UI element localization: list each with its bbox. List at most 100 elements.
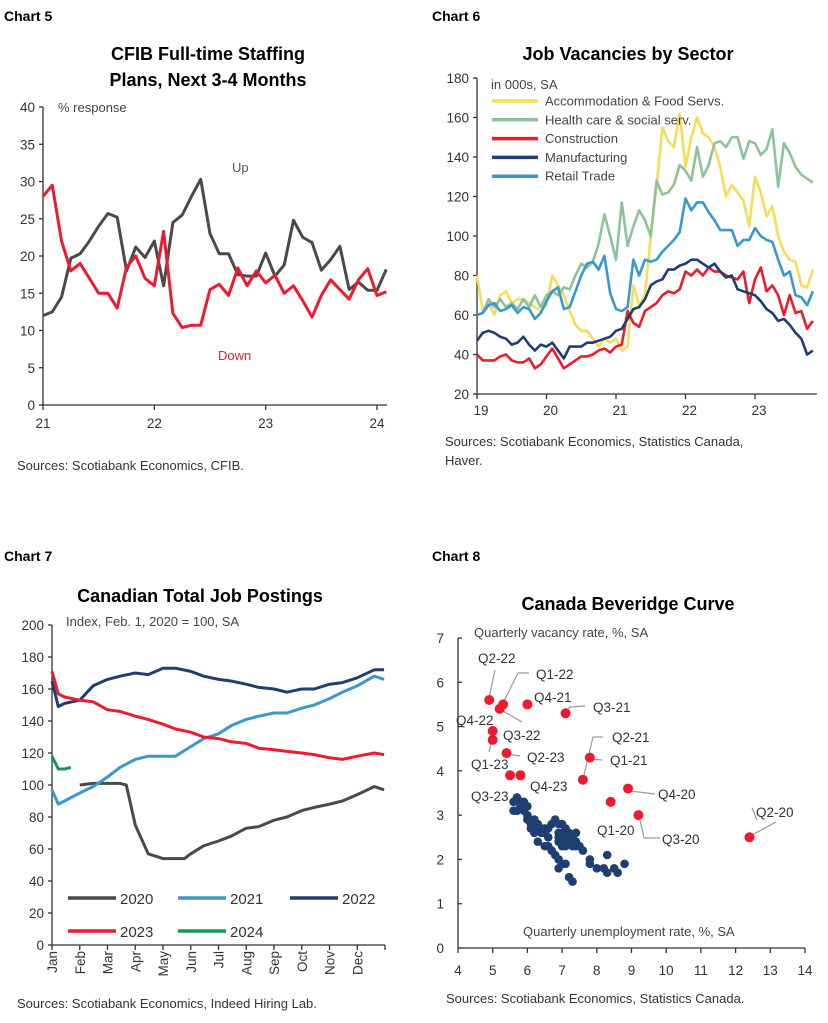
chart-5: Chart 5 CFIB Full-time Staffing Plans, N… xyxy=(4,8,388,473)
labeled-point xyxy=(605,796,616,807)
chart-8-y-tick-label: 4 xyxy=(436,764,444,779)
chart-8-y-tick-label: 2 xyxy=(436,852,444,867)
labeled-point xyxy=(584,752,595,763)
chart-8-x-tick-label: 8 xyxy=(593,963,601,978)
chart-6-label: Chart 6 xyxy=(432,8,480,24)
point-label: Q2-20 xyxy=(756,805,794,820)
chart-8-label: Chart 8 xyxy=(432,548,480,564)
labeled-point xyxy=(494,703,505,714)
chart-5-x-tick-label: 22 xyxy=(147,416,162,431)
labeled-point xyxy=(487,726,498,736)
chart-8-x-tick-label: 12 xyxy=(728,963,743,978)
annotation-leader-line xyxy=(751,807,758,821)
labeled-point xyxy=(505,770,516,781)
history-point xyxy=(543,832,553,842)
chart-6-source-line-1: Sources: Scotiabank Economics, Statistic… xyxy=(445,434,743,449)
legend-label: Retail Trade xyxy=(545,169,615,184)
history-point xyxy=(568,877,577,886)
series-line-health-care-social-serv- xyxy=(476,128,814,317)
chart-6-y-tick-label: 160 xyxy=(446,111,469,126)
chart-5-x-tick-label: 21 xyxy=(35,416,50,431)
chart-8: Chart 8 Canada Beveridge Curve Quarterly… xyxy=(432,548,813,1006)
chart-7-x-tick-label: Mar xyxy=(101,950,116,974)
chart-8-axes xyxy=(457,638,805,949)
chart-7-y-tick-label: 40 xyxy=(29,874,44,889)
chart-7-y-tick-label: 140 xyxy=(21,714,44,729)
history-point xyxy=(533,837,543,847)
labeled-point xyxy=(501,748,512,759)
annotation-leader-line xyxy=(502,672,529,704)
chart-6-x-tick-label: 20 xyxy=(543,403,558,418)
chart-7-source: Sources: Scotiabank Economics, Indeed Hi… xyxy=(17,996,317,1011)
point-label: Q3-22 xyxy=(503,728,541,743)
chart-8-x-label: Quarterly unemployment rate, %, SA xyxy=(523,924,735,939)
chart-7-plot: 0 20 40 60 80 100 120 140 160 180 200 Jan Feb Mar Apr M… xyxy=(21,618,386,977)
chart-7-title: Canadian Total Job Postings xyxy=(77,586,323,606)
chart-6-x-tick-label: 19 xyxy=(473,403,488,418)
chart-6-y-tick-label: 140 xyxy=(446,150,469,165)
chart-7-x-tick-label: Feb xyxy=(73,951,88,974)
chart-5-axes xyxy=(42,107,387,406)
point-label: Q2-23 xyxy=(527,750,565,765)
legend-label: Manufacturing xyxy=(545,150,627,165)
chart-8-x-tick-label: 9 xyxy=(628,963,636,978)
chart-8-y-tick-label: 6 xyxy=(436,675,444,690)
annotation-leader-line xyxy=(751,821,777,836)
chart-6: Chart 6 Job Vacancies by Sector in 000s,… xyxy=(432,8,817,468)
chart-8-y-label: Quarterly vacancy rate, %, SA xyxy=(474,625,648,640)
chart-5-y-tick-label: 0 xyxy=(27,398,35,413)
chart-6-plot: 20 40 60 80 100 120 140 160 180 19 20 21 22 23 Accommo… xyxy=(446,71,817,418)
chart-6-y-tick-label: 20 xyxy=(454,387,469,402)
chart-7-y-tick-label: 20 xyxy=(29,906,44,921)
chart-8-y-tick-label: 5 xyxy=(436,720,444,735)
chart-6-y-tick-label: 180 xyxy=(446,71,469,86)
up-series-label: Up xyxy=(232,160,249,175)
chart-7-x-tick-label: Oct xyxy=(295,951,310,972)
chart-6-x-tick-label: 21 xyxy=(612,403,627,418)
labeled-point xyxy=(484,695,495,705)
chart-7-y-tick-label: 120 xyxy=(21,746,44,761)
chart-8-x-tick-label: 4 xyxy=(454,963,462,978)
chart-8-x-tick-label: 14 xyxy=(797,963,813,978)
chart-5-y-tick-label: 25 xyxy=(20,212,35,227)
series-line-2020 xyxy=(79,781,385,861)
chart-5-y-tick-label: 15 xyxy=(20,286,35,301)
history-point xyxy=(620,859,629,869)
chart-5-y-tick-label: 20 xyxy=(20,249,35,264)
chart-5-x-tick-label: 23 xyxy=(258,416,273,431)
labeled-point xyxy=(515,770,526,781)
chart-6-y-label: in 000s, SA xyxy=(491,77,558,92)
history-point xyxy=(571,828,581,838)
chart-5-plot: 0 5 10 15 20 25 30 35 40 21 22 23 24 xyxy=(20,100,388,431)
chart-8-x-tick-label: 13 xyxy=(763,963,778,978)
chart-5-y-tick-label: 40 xyxy=(20,100,35,115)
chart-6-y-tick-label: 80 xyxy=(454,269,469,284)
history-point xyxy=(519,806,529,816)
labeled-point xyxy=(623,783,634,794)
point-label: Q2-21 xyxy=(612,730,650,745)
labeled-point xyxy=(633,810,644,821)
legend-label: 2022 xyxy=(342,891,375,908)
chart-7-x-tick-label: Aug xyxy=(239,951,254,975)
labeled-point xyxy=(487,734,498,745)
point-label: Q3-20 xyxy=(662,832,700,847)
chart-8-source: Sources: Scotiabank Economics, Statistic… xyxy=(446,991,744,1006)
chart-7-y-label: Index, Feb. 1, 2020 = 100, SA xyxy=(66,614,239,629)
chart-7-x-tick-label: Jan xyxy=(45,951,60,973)
chart-8-y-tick-label: 0 xyxy=(436,941,444,956)
legend-label: 2024 xyxy=(230,924,263,941)
point-label: Q2-22 xyxy=(478,651,516,666)
chart-5-y-label: % response xyxy=(58,100,127,115)
annotation-leader-line xyxy=(488,669,496,699)
chart-8-x-tick-label: 11 xyxy=(694,963,708,978)
annotation-leader-line xyxy=(583,736,603,776)
history-point xyxy=(602,868,612,878)
history-point xyxy=(613,868,622,878)
labeled-point xyxy=(522,699,533,710)
chart-5-y-tick-label: 30 xyxy=(20,175,35,190)
series-line-2021 xyxy=(50,674,385,806)
chart-5-title-line-2: Plans, Next 3-4 Months xyxy=(109,70,306,90)
chart-7-y-tick-label: 80 xyxy=(29,810,44,825)
